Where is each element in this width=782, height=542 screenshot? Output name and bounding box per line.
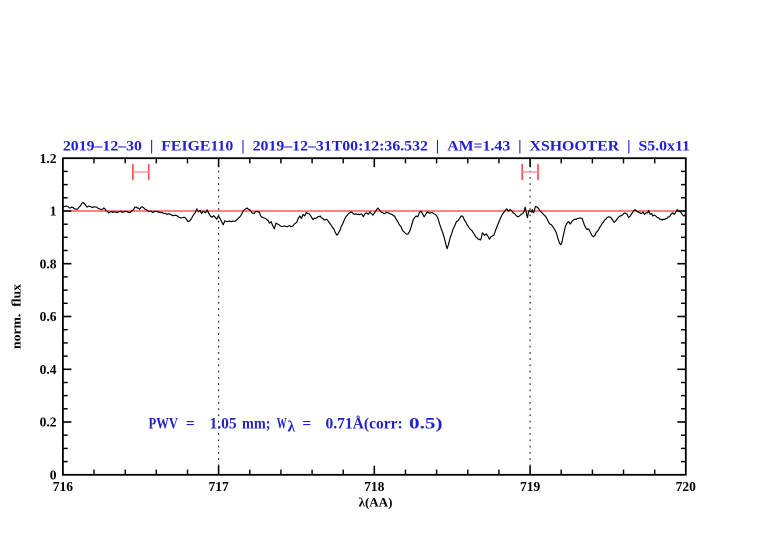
svg-text:720: 720: [676, 479, 697, 494]
svg-text:λ(AA): λ(AA): [359, 495, 393, 510]
svg-text:716: 716: [53, 479, 74, 494]
svg-text:719: 719: [520, 479, 541, 494]
svg-text:717: 717: [208, 479, 229, 494]
svg-text:λ: λ: [288, 419, 296, 436]
svg-text:0.2: 0.2: [40, 415, 57, 430]
svg-text:0.6: 0.6: [40, 309, 57, 324]
svg-text:0.5): 0.5): [409, 416, 443, 433]
svg-text:=: =: [302, 416, 311, 433]
svg-text:norm. flux: norm. flux: [9, 283, 24, 349]
svg-text:1: 1: [50, 204, 57, 219]
svg-text:718: 718: [364, 479, 385, 494]
svg-text:1.05: 1.05: [210, 416, 237, 433]
svg-text:PWV: PWV: [149, 416, 179, 433]
svg-text:0: 0: [50, 467, 57, 482]
svg-text:=: =: [186, 416, 195, 433]
svg-text:W: W: [277, 416, 287, 433]
svg-text:0.71Å(corr:: 0.71Å(corr:: [326, 416, 403, 433]
svg-text:mm;: mm;: [242, 416, 271, 433]
svg-text:0.4: 0.4: [40, 362, 57, 377]
svg-text:1.2: 1.2: [40, 151, 57, 166]
svg-text:2019–12–30 | FEIGE110 | 20: 2019–12–30 | FEIGE110 | 2019–12–31T00:12…: [63, 138, 690, 154]
svg-text:0.8: 0.8: [40, 256, 57, 271]
